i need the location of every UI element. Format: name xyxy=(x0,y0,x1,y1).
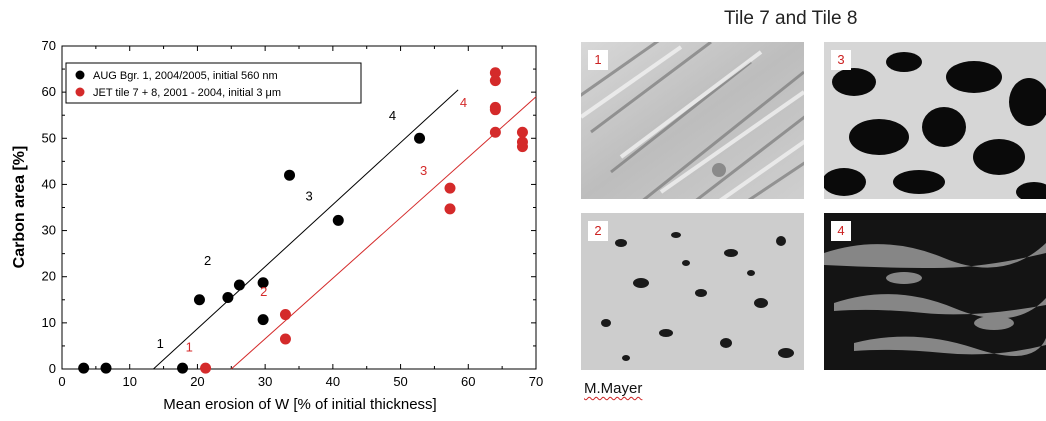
micrograph-image xyxy=(581,213,804,370)
data-point-series-1 xyxy=(332,214,344,226)
panel-label: 1 xyxy=(588,50,608,70)
point-annotation-series-2: 1 xyxy=(186,339,193,354)
point-annotation-series-1: 1 xyxy=(157,336,164,351)
data-point-series-2 xyxy=(200,362,212,374)
legend-box xyxy=(65,62,362,104)
data-point-series-1 xyxy=(257,314,269,326)
y-tick-label: 50 xyxy=(42,130,56,145)
micrograph-panel-3: 3 xyxy=(824,42,1046,199)
fit-line-series-2 xyxy=(230,96,537,370)
point-annotation-series-1: 2 xyxy=(204,253,211,268)
micrograph-image xyxy=(824,213,1046,370)
point-annotation-series-2: 2 xyxy=(260,284,267,299)
data-point-series-2 xyxy=(489,67,501,79)
x-tick-label: 10 xyxy=(122,374,136,389)
micrograph-panel-2: 2 xyxy=(581,213,804,370)
y-tick-label: 20 xyxy=(42,269,56,284)
data-point-series-2 xyxy=(516,126,528,138)
data-point-series-1 xyxy=(414,132,426,144)
panel-label: 4 xyxy=(831,221,851,241)
data-point-series-1 xyxy=(222,291,234,303)
data-point-series-2 xyxy=(279,333,291,345)
y-tick-label: 60 xyxy=(42,84,56,99)
legend-marker-series-1 xyxy=(75,70,85,80)
y-tick-label: 10 xyxy=(42,315,56,330)
x-tick-label: 40 xyxy=(326,374,340,389)
y-tick-label: 40 xyxy=(42,176,56,191)
x-tick-label: 50 xyxy=(393,374,407,389)
data-point-series-2 xyxy=(279,309,291,321)
data-point-series-2 xyxy=(516,141,528,153)
legend-marker-series-2 xyxy=(75,87,85,97)
data-point-series-1 xyxy=(78,362,90,374)
y-axis-label: Carbon area [%] xyxy=(11,146,28,269)
data-point-series-1 xyxy=(193,294,205,306)
point-annotation-series-1: 3 xyxy=(306,189,313,204)
x-tick-label: 0 xyxy=(58,374,65,389)
data-point-series-1 xyxy=(100,362,112,374)
x-tick-label: 60 xyxy=(461,374,475,389)
data-point-series-1 xyxy=(284,169,296,181)
x-tick-label: 30 xyxy=(258,374,272,389)
micrograph-image xyxy=(581,42,804,199)
data-point-series-2 xyxy=(489,75,501,87)
data-point-series-1 xyxy=(233,279,245,291)
micrograph-panel-1: 1 xyxy=(581,42,804,199)
point-annotation-series-1: 4 xyxy=(389,108,396,123)
author-credit: M.Mayer xyxy=(584,380,643,397)
y-tick-label: 30 xyxy=(42,223,56,238)
x-axis-label: Mean erosion of W [% of initial thicknes… xyxy=(163,396,436,413)
data-point-series-2 xyxy=(489,126,501,138)
data-point-series-2 xyxy=(489,104,501,116)
micrograph-panel-4: 4 xyxy=(824,213,1046,370)
fit-line-series-1 xyxy=(153,89,459,370)
x-tick-label: 70 xyxy=(529,374,543,389)
data-point-series-2 xyxy=(444,182,456,194)
y-tick-label: 0 xyxy=(49,361,56,376)
panel-label: 3 xyxy=(831,50,851,70)
data-point-series-1 xyxy=(257,277,269,289)
point-annotation-series-2: 3 xyxy=(420,163,427,178)
y-tick-label: 70 xyxy=(42,38,56,53)
micrograph-image xyxy=(824,42,1046,199)
image-panel-title: Tile 7 and Tile 8 xyxy=(724,8,858,29)
panel-label: 2 xyxy=(588,221,608,241)
data-point-series-1 xyxy=(177,362,189,374)
point-annotation-series-2: 4 xyxy=(460,95,467,110)
legend-label-series-2: JET tile 7 + 8, 2001 - 2004, initial 3 μ… xyxy=(93,87,281,99)
x-tick-label: 20 xyxy=(190,374,204,389)
legend-label-series-1: AUG Bgr. 1, 2004/2005, initial 560 nm xyxy=(93,70,278,82)
data-point-series-2 xyxy=(444,203,456,215)
